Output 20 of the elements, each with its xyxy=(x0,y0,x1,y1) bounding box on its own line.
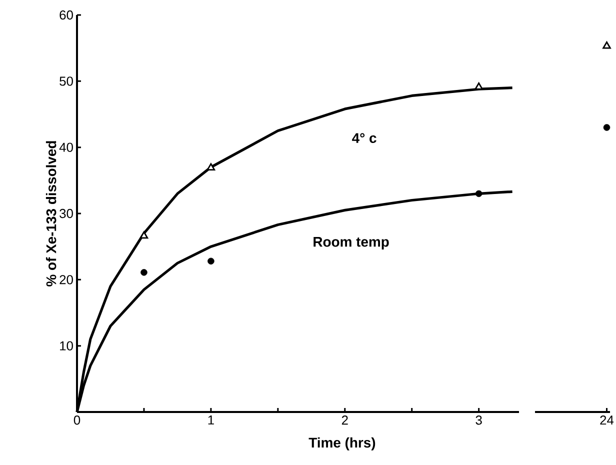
point xyxy=(475,190,482,198)
x-tick-label: 3 xyxy=(476,416,482,425)
point xyxy=(140,269,148,276)
y-tick-label: 20 xyxy=(60,275,73,284)
x-tick-label: 1 xyxy=(208,416,214,424)
y-tick-label: 60 xyxy=(60,10,73,20)
annotation: 4° c xyxy=(352,133,376,143)
point xyxy=(208,258,214,265)
y-tick-label: 50 xyxy=(60,76,73,86)
y-tick-label: 40 xyxy=(59,142,73,152)
x-tick-label: 0 xyxy=(74,416,80,425)
x-axis-title: Time (hrs) xyxy=(308,437,376,450)
y-tick-label: 30 xyxy=(60,208,73,218)
x-tick-label: 24 xyxy=(600,416,614,425)
point xyxy=(206,163,216,171)
annotation: Room temp xyxy=(314,237,389,250)
y-axis-title: % of Xe-133 dissolved xyxy=(46,141,56,286)
point xyxy=(140,231,148,239)
y-tick-label: 10 xyxy=(60,341,73,350)
x-tick-label: 2 xyxy=(342,416,348,425)
